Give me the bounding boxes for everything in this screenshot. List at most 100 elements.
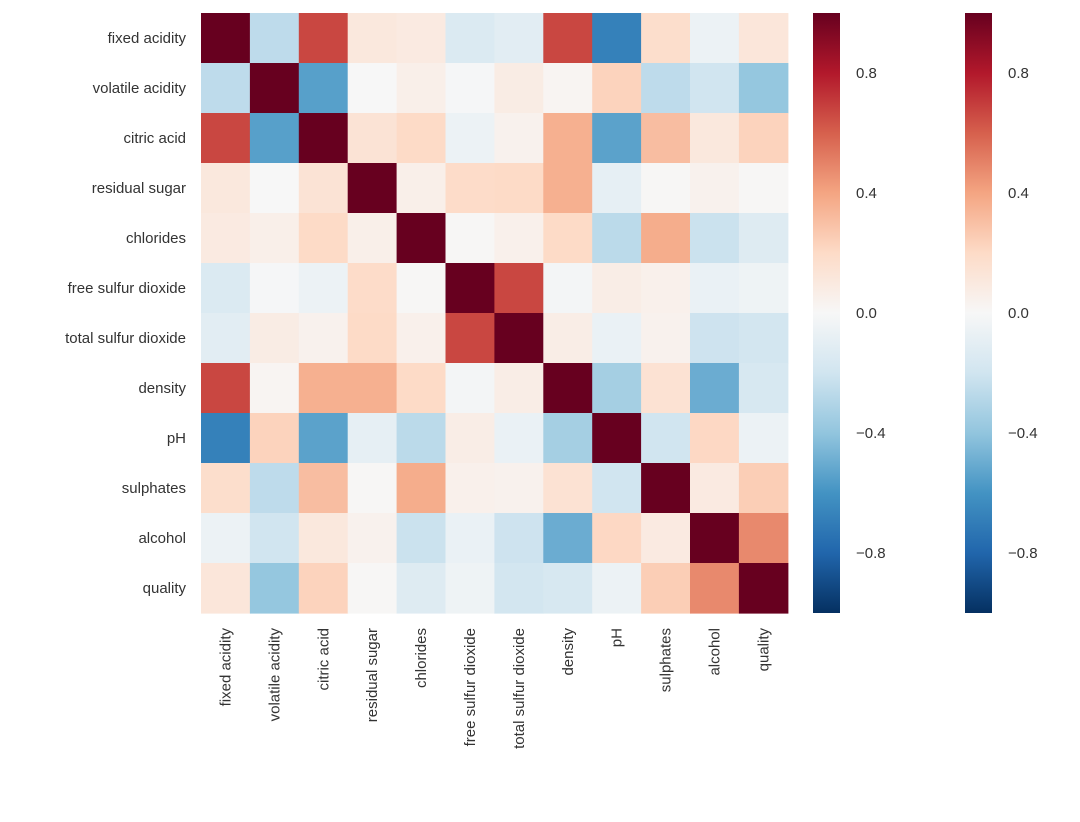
column-label-quality: quality [755,628,772,672]
heatmap-cell-alcohol-x-residual-sugar [347,513,398,564]
heatmap-cell-free-sulfur-dioxide-x-total-sulfur-dioxide [494,263,544,314]
heatmap-cell-citric-acid-x-volatile-acidity [249,113,300,164]
heatmap-cell-volatile-acidity-x-volatile-acidity [249,63,300,114]
heatmap-cell-sulphates-x-free-sulfur-dioxide [445,463,495,514]
row-label-citric-acid: citric acid [123,130,186,147]
colorbar-tick-label: 0.0 [1008,305,1029,322]
heatmap-cell-citric-acid-x-alcohol [690,113,740,164]
heatmap-cell-sulphates-x-residual-sugar [347,463,398,514]
heatmap-cell-chlorides-x-chlorides [396,213,447,264]
heatmap-cell-quality-x-free-sulfur-dioxide [445,563,495,614]
column-label-volatile-acidity: volatile acidity [266,628,283,722]
heatmap-cell-quality-x-total-sulfur-dioxide [494,563,544,614]
column-label-free-sulfur-dioxide: free sulfur dioxide [462,628,479,746]
heatmap-cell-chlorides-x-density [543,213,593,264]
heatmap-cell-total-sulfur-dioxide-x-total-sulfur-dioxide [494,313,544,364]
heatmap-cell-density-x-free-sulfur-dioxide [445,363,495,414]
column-label-sulphates: sulphates [658,628,675,692]
heatmap-cell-volatile-acidity-x-alcohol [690,63,740,114]
colorbar-1: 0.8 0.4 0.0 −0.4 −0.8 [813,13,886,613]
heatmap-cell-sulphates-x-quality [738,463,789,514]
heatmap-cell-alcohol-x-alcohol [690,513,740,564]
row-label-chlorides: chlorides [126,230,186,247]
heatmap-cell-fixed-acidity-x-volatile-acidity [249,13,300,64]
heatmap-cell-citric-acid-x-citric-acid [298,113,349,164]
heatmap-cell-density-x-citric-acid [298,363,349,414]
heatmap-cell-density-x-quality [738,363,789,414]
column-label-citric-acid: citric acid [315,628,332,691]
heatmap-cell-density-x-fixed-acidity [201,363,251,414]
heatmap-cell-volatile-acidity-x-density [543,63,593,114]
heatmap-cell-total-sulfur-dioxide-x-chlorides [396,313,447,364]
heatmap-cell-volatile-acidity-x-sulphates [641,63,691,114]
heatmap-cell-citric-acid-x-chlorides [396,113,447,164]
heatmap-cell-fixed-acidity-x-quality [738,13,789,64]
heatmap-cell-sulphates-x-fixed-acidity [201,463,251,514]
colorbar-tick-label: 0.8 [1008,65,1029,82]
colorbar-gradient [813,13,840,613]
heatmap-cell-quality-x-citric-acid [298,563,349,614]
heatmap-cell-volatile-acidity-x-ph [592,63,642,114]
column-label-alcohol: alcohol [706,628,723,676]
column-label-residual-sugar: residual sugar [364,628,381,722]
heatmap-cell-alcohol-x-quality [738,513,789,564]
heatmap-cell-quality-x-chlorides [396,563,447,614]
column-label-chlorides: chlorides [413,628,430,688]
row-labels: fixed acidity volatile acidity citric acid… [65,30,186,597]
heatmap-cell-free-sulfur-dioxide-x-fixed-acidity [201,263,251,314]
heatmap-cell-residual-sugar-x-residual-sugar [347,163,398,214]
heatmap-cell-alcohol-x-sulphates [641,513,691,564]
heatmap-cell-ph-x-chlorides [396,413,447,464]
heatmap-cell-free-sulfur-dioxide-x-residual-sugar [347,263,398,314]
heatmap-cell-density-x-volatile-acidity [249,363,300,414]
row-label-sulphates: sulphates [122,480,186,497]
heatmap-cell-citric-acid-x-total-sulfur-dioxide [494,113,544,164]
heatmap-cell-total-sulfur-dioxide-x-alcohol [690,313,740,364]
heatmap-cell-residual-sugar-x-ph [592,163,642,214]
heatmap-cell-chlorides-x-quality [738,213,789,264]
heatmap-cell-citric-acid-x-density [543,113,593,164]
heatmap-cell-volatile-acidity-x-residual-sugar [347,63,398,114]
heatmap-cell-density-x-residual-sugar [347,363,398,414]
row-label-density: density [138,380,186,397]
heatmap-cell-alcohol-x-fixed-acidity [201,513,251,564]
heatmap-cell-free-sulfur-dioxide-x-chlorides [396,263,447,314]
heatmap-cell-density-x-density [543,363,593,414]
heatmap-cell-fixed-acidity-x-sulphates [641,13,691,64]
heatmap-cell-alcohol-x-chlorides [396,513,447,564]
heatmap-cell-quality-x-fixed-acidity [201,563,251,614]
heatmap-cell-density-x-alcohol [690,363,740,414]
column-label-fixed-acidity: fixed acidity [217,628,234,707]
heatmap-cell-chlorides-x-volatile-acidity [249,213,300,264]
row-label-quality: quality [143,580,187,597]
heatmap-cell-quality-x-volatile-acidity [249,563,300,614]
colorbar-tick-label: 0.0 [856,305,877,322]
heatmap-cell-ph-x-density [543,413,593,464]
heatmap-cell-chlorides-x-free-sulfur-dioxide [445,213,495,264]
colorbar-tick-label: −0.8 [856,545,886,562]
column-label-density: density [560,628,577,676]
heatmap-cell-quality-x-density [543,563,593,614]
heatmap-cell-sulphates-x-ph [592,463,642,514]
heatmap-cell-volatile-acidity-x-chlorides [396,63,447,114]
heatmap-cell-ph-x-total-sulfur-dioxide [494,413,544,464]
heatmap-cell-citric-acid-x-free-sulfur-dioxide [445,113,495,164]
heatmap-cell-residual-sugar-x-density [543,163,593,214]
heatmap-cell-citric-acid-x-fixed-acidity [201,113,251,164]
heatmap-cell-quality-x-residual-sugar [347,563,398,614]
heatmap-cell-sulphates-x-total-sulfur-dioxide [494,463,544,514]
row-label-ph: pH [167,430,186,447]
heatmap-cell-ph-x-alcohol [690,413,740,464]
heatmap-cell-ph-x-sulphates [641,413,691,464]
heatmap-cell-chlorides-x-residual-sugar [347,213,398,264]
heatmap-cell-sulphates-x-volatile-acidity [249,463,300,514]
row-label-free-sulfur-dioxide: free sulfur dioxide [68,280,186,297]
colorbar-gradient [965,13,992,613]
heatmap-cell-sulphates-x-chlorides [396,463,447,514]
heatmap-cell-free-sulfur-dioxide-x-quality [738,263,789,314]
heatmap-cell-free-sulfur-dioxide-x-volatile-acidity [249,263,300,314]
heatmap-cell-residual-sugar-x-quality [738,163,789,214]
heatmap-cell-residual-sugar-x-free-sulfur-dioxide [445,163,495,214]
heatmap-cell-volatile-acidity-x-citric-acid [298,63,349,114]
